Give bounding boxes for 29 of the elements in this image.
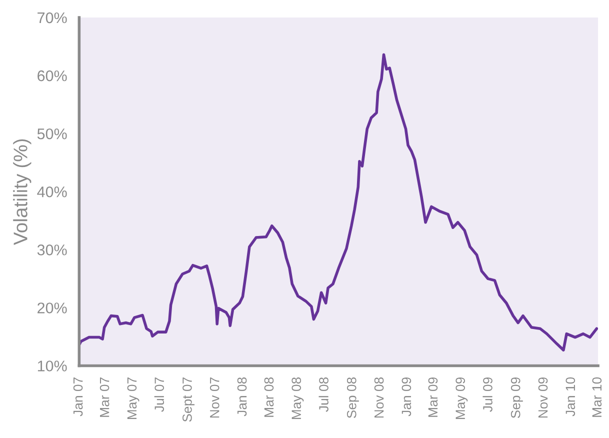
x-tick-label: Mar 07 [100, 378, 110, 417]
x-tick-label: Sep 09 [510, 377, 523, 418]
y-tick-label: 60% [38, 70, 67, 82]
y-axis-title: Volatility (%) [13, 139, 32, 246]
x-tick-label: Mar 08 [264, 377, 274, 417]
x-tick-label: Jan 09 [402, 377, 412, 416]
x-tick-label: May 07 [127, 378, 140, 420]
x-tick-label: Jul 07 [154, 378, 164, 412]
x-tick-label: May 08 [292, 377, 304, 420]
x-tick-label: Jan 10 [566, 377, 576, 416]
y-tick-label: 40% [37, 186, 67, 198]
y-tick-label: 20% [38, 302, 67, 314]
x-tick-label: Jan 07 [73, 378, 83, 416]
x-tick-label: Jul 08 [318, 377, 328, 412]
x-tick-label: Mar 10 [592, 377, 602, 417]
y-tick-label: 70% [38, 12, 67, 24]
x-tick-label: Sept 07 [182, 378, 194, 422]
x-tick-label: Nov 07 [210, 378, 220, 418]
x-tick-label: Sep 08 [346, 377, 359, 418]
x-tick-label: Jan 08 [237, 377, 247, 416]
x-tick-label: Nov 08 [374, 377, 384, 418]
x-tick-label: May 09 [456, 377, 468, 420]
y-tick-label: 10% [38, 360, 67, 372]
x-tick-label: Jul 09 [482, 377, 492, 412]
x-tick-label: Mar 09 [428, 377, 438, 417]
x-tick-label: Nov 09 [538, 377, 548, 418]
line-series [79, 53, 598, 352]
y-tick-label: 50% [37, 128, 67, 140]
y-tick-label: 30% [37, 244, 67, 256]
